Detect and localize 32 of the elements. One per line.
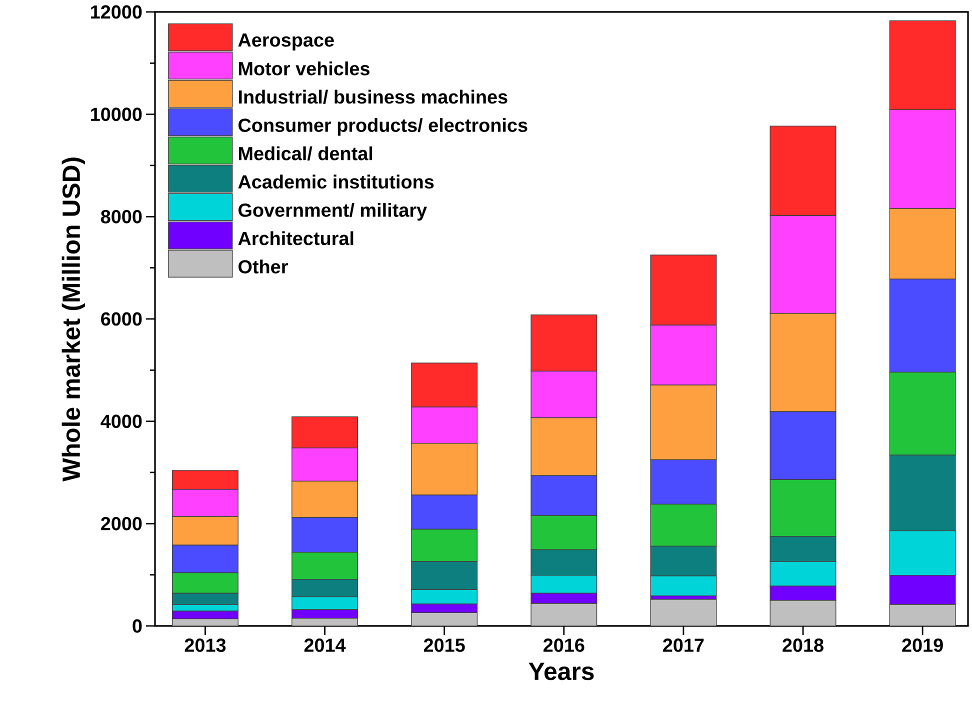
- x-tick-label: 2014: [304, 638, 346, 652]
- y-tick-label: 6000: [101, 312, 142, 326]
- x-axis-title: Years: [528, 662, 594, 680]
- bar: [770, 600, 836, 626]
- bar: [650, 599, 717, 626]
- bar: [172, 618, 238, 626]
- x-tick-label: 2015: [424, 638, 465, 652]
- bar: [292, 618, 358, 626]
- bar: [889, 604, 956, 626]
- x-tick-label: 2017: [663, 638, 704, 652]
- legend-label: Other: [238, 260, 288, 274]
- y-tick-label: 4000: [100, 414, 142, 428]
- legend-label: Government/ military: [238, 202, 427, 221]
- y-tick-label: 10000: [91, 108, 142, 122]
- y-tick-label: 8000: [100, 210, 142, 224]
- y-axis-title: Whole market (Million USD): [62, 158, 86, 482]
- bar: [530, 603, 598, 626]
- x-tick-label: 2013: [184, 638, 226, 652]
- legend-label: Aerospace: [238, 34, 334, 50]
- legend-label: Academic institutions: [238, 174, 434, 189]
- legend-label: Motor vehicles: [239, 61, 370, 76]
- x-tick-label: 2019: [902, 638, 943, 652]
- legend-label: Medical/ dental: [239, 146, 372, 160]
- y-tick-label: 0: [132, 619, 142, 633]
- legend-label: Industrial/ business machines: [239, 90, 508, 104]
- y-tick-label: 2000: [101, 516, 142, 530]
- legend-label: Consumer products/ electronics: [238, 118, 528, 136]
- x-tick-label: 2018: [782, 638, 824, 652]
- x-tick-label: 2016: [544, 638, 584, 652]
- legend-label: Architectural: [238, 231, 354, 246]
- y-tick-label: 12000: [91, 5, 142, 19]
- bar: [411, 612, 478, 626]
